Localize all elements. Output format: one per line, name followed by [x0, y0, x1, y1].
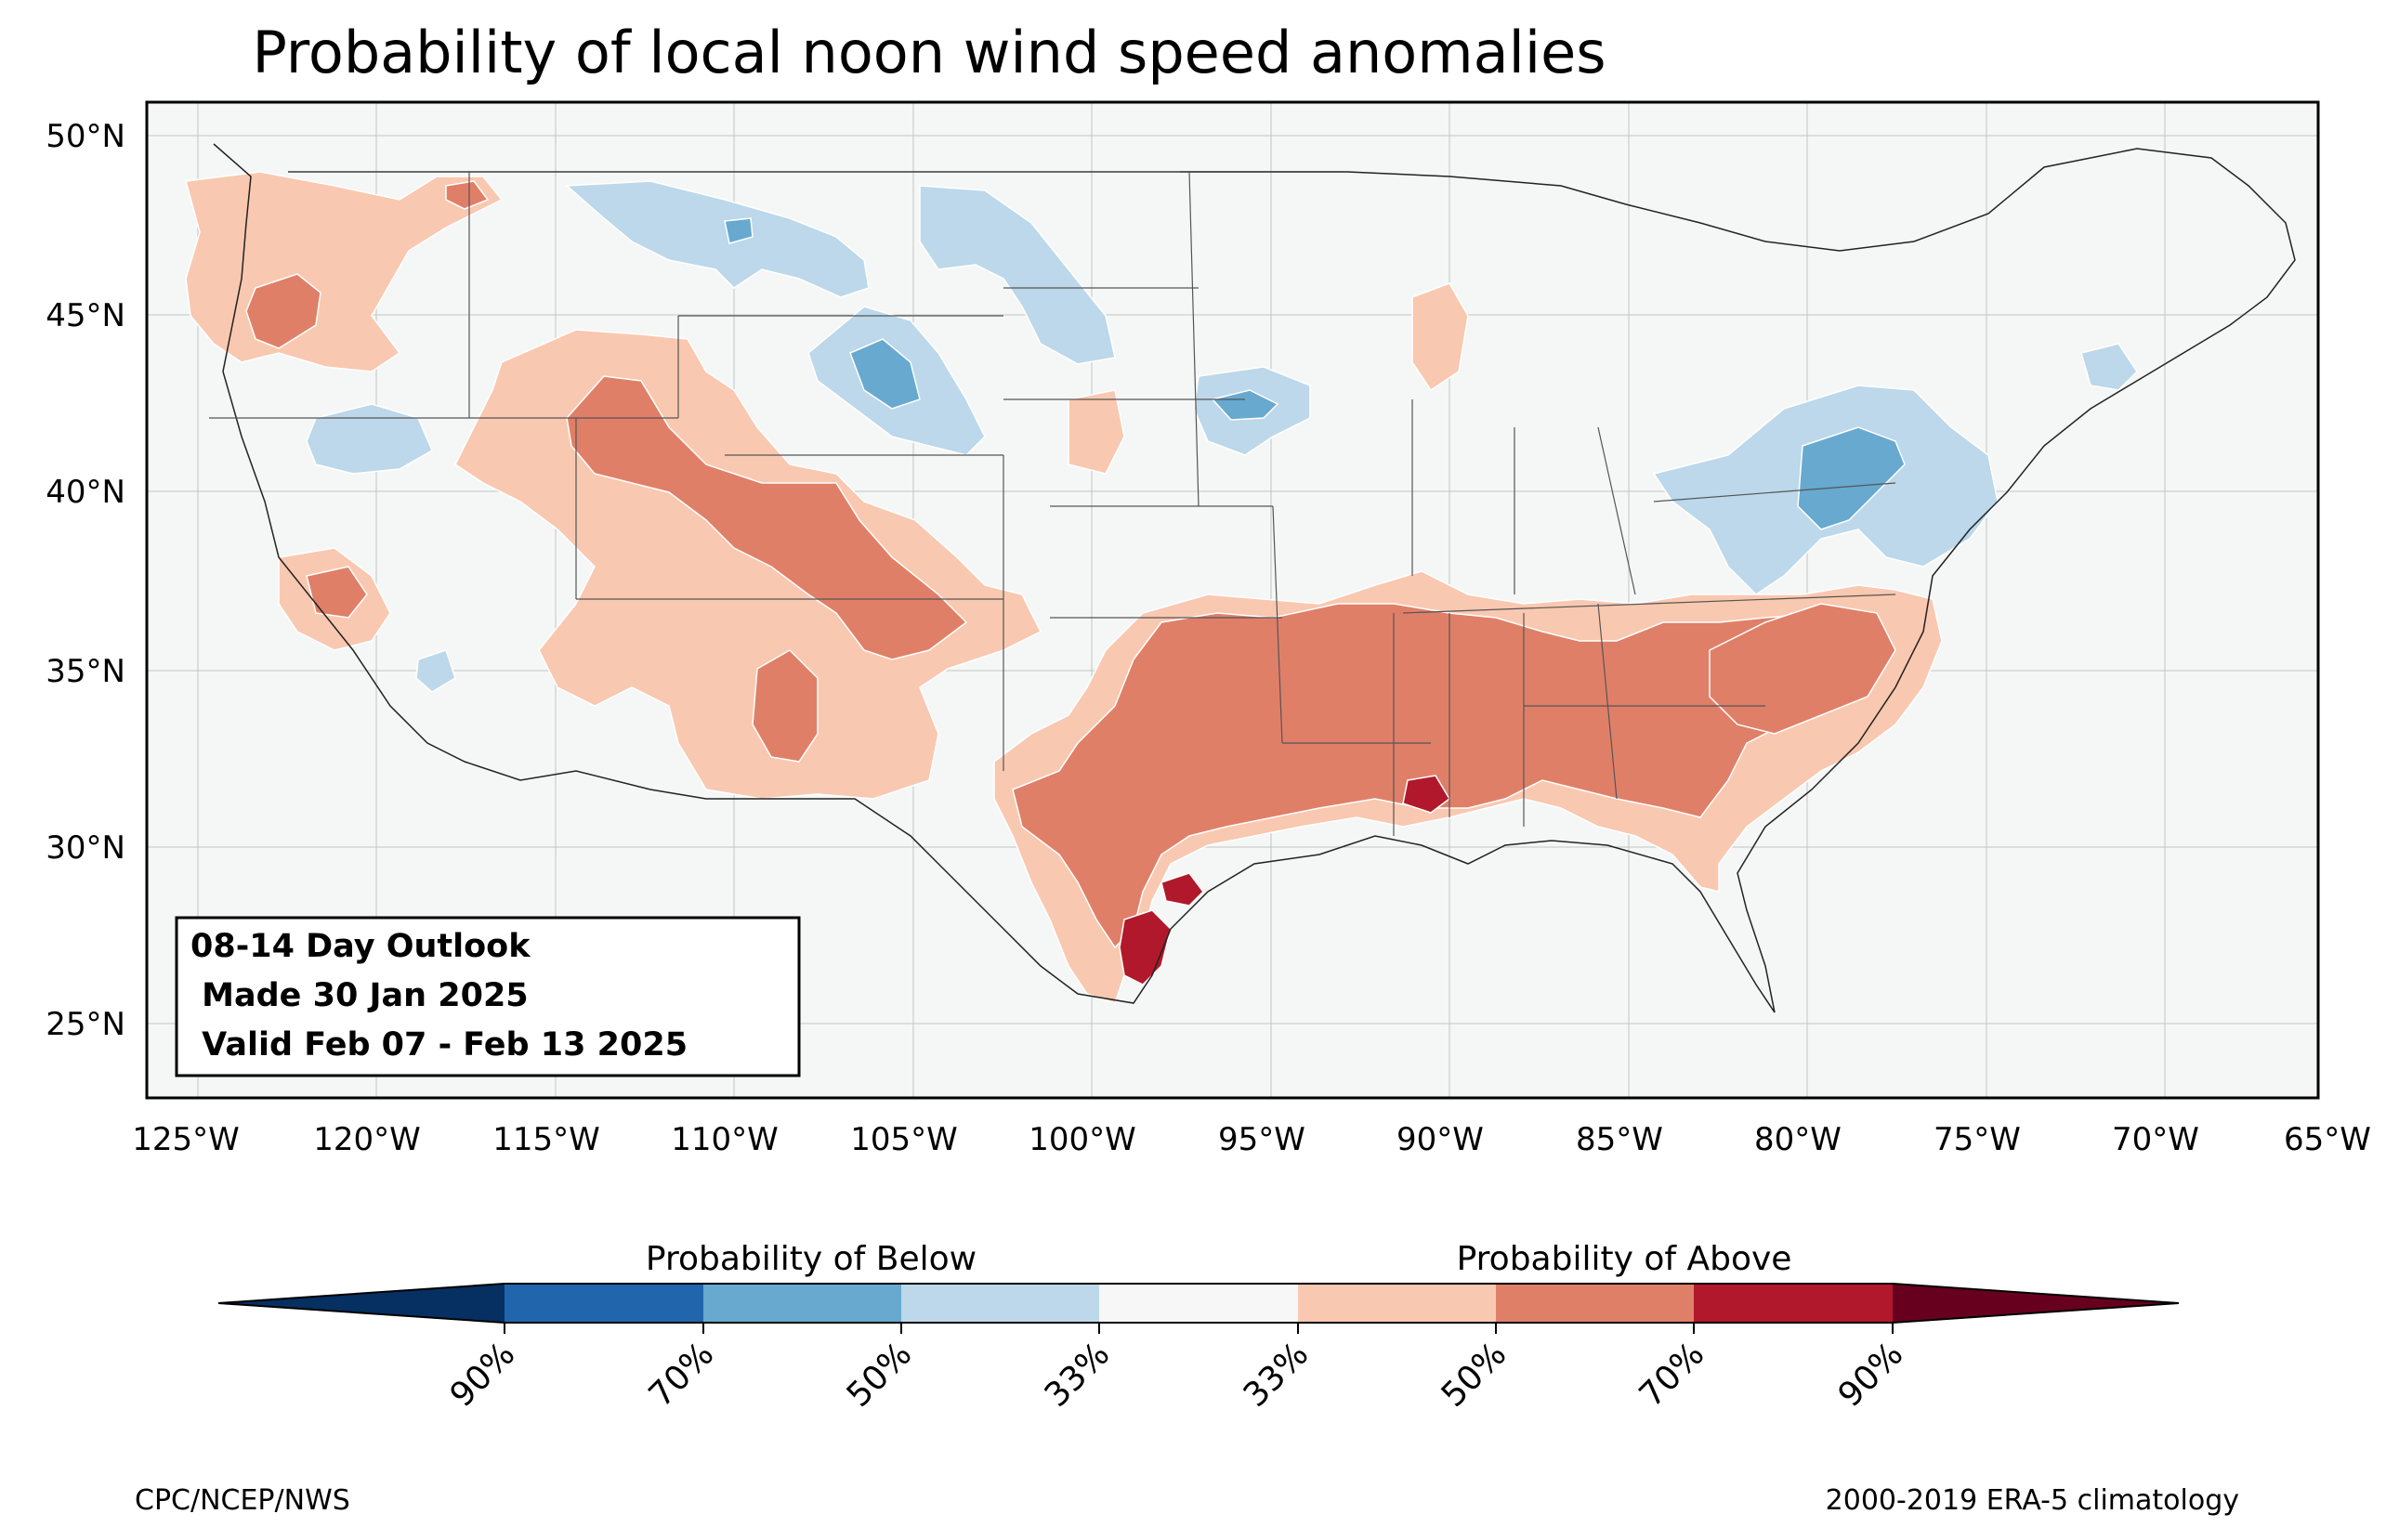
- colorbar-tick-label: 90%: [443, 1335, 523, 1415]
- colorbar-seg-3: [901, 1284, 1099, 1323]
- lon-label: 110°W: [671, 1121, 779, 1158]
- above-region-kansas: [1068, 389, 1125, 475]
- above-region-carolinas-core: [1709, 603, 1896, 735]
- lat-label: 45°N: [46, 297, 125, 334]
- above-anomaly-regions: [185, 171, 1943, 1004]
- colorbar-tick-label: 33%: [1038, 1335, 1118, 1415]
- below-region-dakotas: [919, 185, 1116, 365]
- above-region-mississippi-max: [1402, 775, 1450, 814]
- outlook-valid-dates: Valid Feb 07 - Feb 13 2025: [190, 1026, 688, 1064]
- below-region-northeast-core: [1797, 426, 1906, 530]
- lon-label: 115°W: [492, 1121, 600, 1158]
- colorbar-tick-label: 70%: [1632, 1335, 1712, 1415]
- colorbar-tick-label: 50%: [840, 1335, 920, 1415]
- lon-label: 80°W: [1754, 1121, 1842, 1158]
- above-region-texas-coast-max2: [1160, 872, 1204, 907]
- footer-source: CPC/NCEP/NWS: [135, 1484, 350, 1517]
- below-region-montana-core: [724, 217, 754, 244]
- colorbar-seg-4: [1099, 1284, 1298, 1323]
- outlook-box-frame: [175, 916, 801, 1077]
- below-region-new-england: [2080, 343, 2138, 391]
- below-region-arizona-spot: [415, 649, 456, 693]
- colorbar-seg-7: [1694, 1284, 1893, 1323]
- colorbar-seg-1: [505, 1284, 703, 1323]
- map-frame: [145, 100, 2320, 1100]
- lon-label: 105°W: [850, 1121, 958, 1158]
- longitude-labels: 125°W 120°W 115°W 110°W 105°W 100°W 95°W…: [132, 1121, 2371, 1158]
- below-region-montana: [565, 180, 870, 298]
- colorbar-ticks: [504, 1323, 1894, 1334]
- colorbar-tick-label: 50%: [1435, 1335, 1514, 1415]
- lat-label: 25°N: [46, 1006, 125, 1043]
- below-region-nebraska-core: [1211, 389, 1279, 421]
- lon-label: 85°W: [1576, 1121, 1663, 1158]
- colorbar-above-label: Probability of Above: [1457, 1240, 1792, 1278]
- above-region-california-core: [306, 566, 368, 619]
- lon-label: 125°W: [132, 1121, 240, 1158]
- colorbar-tick-label: 90%: [1831, 1335, 1911, 1415]
- colorbar-tick-label: 33%: [1237, 1335, 1317, 1415]
- colorbar-extend-left: [218, 1284, 505, 1323]
- map-title: Probability of local noon wind speed ano…: [252, 19, 1606, 86]
- lon-label: 120°W: [313, 1121, 421, 1158]
- boundaries: [209, 143, 2296, 1013]
- colorbar-tick-labels: 90% 70% 50% 33% 33% 50% 70% 90%: [443, 1335, 1911, 1415]
- below-region-nevada: [306, 403, 433, 475]
- colorbar: Probability of Below Probability of Abov…: [217, 1240, 2180, 1415]
- lat-label: 35°N: [46, 653, 125, 690]
- lon-label: 95°W: [1218, 1121, 1305, 1158]
- lat-label: 50°N: [46, 118, 125, 155]
- lon-label: 70°W: [2112, 1121, 2199, 1158]
- lat-label: 30°N: [46, 829, 125, 867]
- outlook-box: 08-14 Day Outlook Made 30 Jan 2025 Valid…: [175, 916, 801, 1077]
- outlook-title: 08-14 Day Outlook: [190, 928, 531, 965]
- colorbar-below-label: Probability of Below: [646, 1240, 977, 1278]
- colorbar-seg-5: [1298, 1284, 1496, 1323]
- us-outline: [213, 143, 2296, 1013]
- colorbar-extend-right: [1893, 1284, 2179, 1323]
- map-panel: 08-14 Day Outlook Made 30 Jan 2025 Valid…: [145, 100, 2320, 1100]
- colorbar-seg-2: [703, 1284, 901, 1323]
- footer-climatology: 2000-2019 ERA-5 climatology: [1826, 1484, 2239, 1517]
- lat-label: 40°N: [46, 474, 125, 511]
- below-region-wyoming-core: [849, 338, 921, 410]
- colorbar-tick-label: 70%: [642, 1335, 722, 1415]
- lon-label: 100°W: [1029, 1121, 1136, 1158]
- below-anomaly-regions: [306, 180, 2138, 693]
- lon-label: 75°W: [1934, 1121, 2021, 1158]
- lon-label: 90°W: [1396, 1121, 1484, 1158]
- above-region-utah-core: [566, 375, 968, 660]
- above-region-iowa: [1411, 282, 1469, 392]
- colorbar-seg-6: [1496, 1284, 1694, 1323]
- lon-label: 65°W: [2284, 1121, 2371, 1158]
- outlook-made-date: Made 30 Jan 2025: [190, 977, 529, 1014]
- latitude-labels: 50°N 45°N 40°N 35°N 30°N 25°N: [46, 118, 125, 1043]
- above-region-new-mexico-core: [752, 649, 819, 763]
- above-region-washington-core: [245, 273, 321, 349]
